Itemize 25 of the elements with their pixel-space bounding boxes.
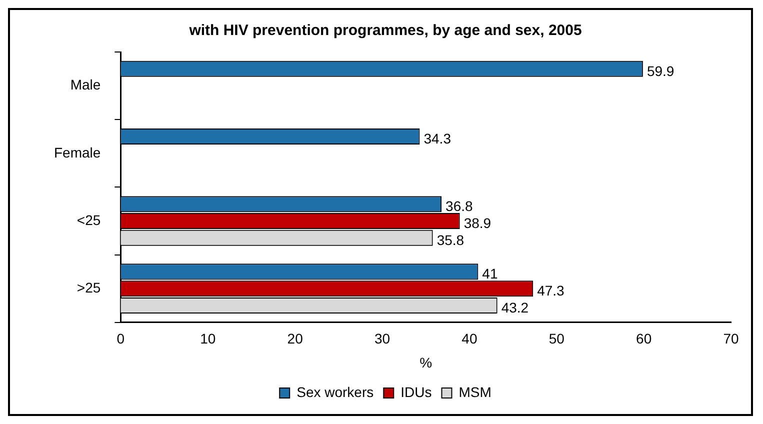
x-tick-label: 50: [548, 330, 565, 347]
legend-label: Sex workers: [296, 384, 374, 400]
x-tick-label: 40: [462, 330, 478, 347]
y-tick-label: >25: [76, 279, 101, 296]
chart-title: with HIV prevention programmes, by age and sex, 2005: [188, 22, 582, 40]
data-label: 41: [482, 266, 498, 282]
y-tick-label: Female: [54, 144, 101, 160]
legend-label: MSM: [458, 384, 492, 400]
x-tick-label: 30: [374, 330, 390, 347]
x-tick-label: 20: [287, 330, 304, 347]
data-label: 36.8: [446, 198, 473, 214]
data-label: 43.2: [501, 299, 529, 316]
x-tick-label: 70: [723, 330, 739, 347]
data-label: 35.8: [436, 232, 464, 248]
legend-label: IDUs: [400, 384, 432, 400]
y-tick-label: <25: [76, 212, 101, 228]
x-tick-label: 60: [636, 330, 652, 347]
data-label: 34.3: [424, 130, 452, 146]
data-label: 47.3: [537, 282, 565, 298]
x-tick-label: 10: [200, 330, 216, 347]
x-tick-label: 0: [116, 330, 125, 347]
y-tick-label: Male: [70, 76, 101, 93]
data-label: 59.9: [646, 62, 674, 79]
data-label: 38.9: [464, 214, 492, 231]
x-axis-title: %: [420, 354, 432, 370]
